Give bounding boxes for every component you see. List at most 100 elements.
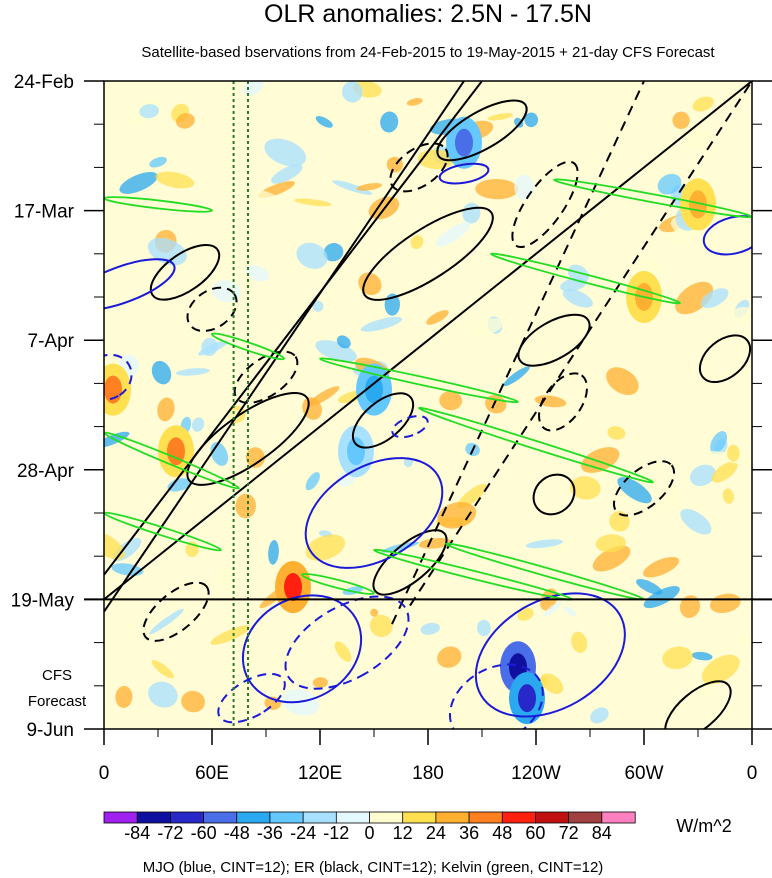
colorbar-swatch (103, 811, 138, 824)
texture-blob (406, 98, 423, 106)
colorbar-swatch (335, 811, 371, 824)
er-contour (389, 142, 449, 193)
contour-legend-note: MJO (blue, CINT=12); ER (black, CINT=12)… (143, 859, 604, 876)
texture-blob (119, 171, 158, 194)
x-tick-label: 120W (511, 763, 561, 784)
texture-blob (271, 164, 303, 184)
colorbar-tick-label: 36 (459, 823, 479, 843)
anomaly-core (284, 573, 302, 602)
texture-blob (487, 113, 514, 121)
y-tick-label: 19-May (11, 590, 75, 611)
texture-blob (418, 537, 452, 549)
texture-blob (563, 606, 577, 617)
texture-blob (312, 300, 324, 312)
texture-blob (643, 586, 680, 609)
texture-blob (590, 707, 609, 724)
er-contour (698, 334, 752, 384)
colorbar-tick-label: 84 (592, 823, 612, 843)
texture-blob (175, 368, 210, 376)
er-contour-line (104, 81, 465, 613)
mjo-contour (391, 415, 429, 439)
texture-blob (176, 113, 195, 129)
texture-blob (201, 337, 218, 357)
y-tick-label: 7-Apr (28, 331, 75, 352)
texture-blob (296, 242, 328, 269)
colorbar-tick-label: -36 (257, 823, 283, 843)
kelvin-contours (104, 178, 752, 601)
texture-blob (356, 183, 383, 191)
texture-blob (148, 681, 178, 708)
er-contour (233, 350, 299, 404)
er-contour (538, 372, 588, 432)
texture-blob (245, 447, 265, 468)
texture-blob (543, 601, 562, 616)
texture-blob (191, 417, 205, 432)
texture-blob (341, 81, 363, 103)
texture-blob (305, 472, 320, 491)
texture-blob (571, 631, 588, 653)
texture-blob (606, 367, 639, 395)
texture-blob (426, 310, 449, 325)
texture-blob (380, 111, 399, 133)
texture-blob (149, 608, 184, 635)
forecast-label: CFS Forecast (28, 667, 87, 710)
texture-blob (680, 508, 712, 535)
texture-blob (468, 318, 504, 337)
texture-blob (542, 538, 573, 562)
colorbar-swatch (435, 811, 470, 824)
er-contour (664, 680, 732, 729)
texture-blob (435, 221, 471, 247)
texture-blob (323, 243, 344, 262)
texture-blob (139, 104, 159, 119)
er-contour (372, 529, 448, 596)
texture-blob (517, 608, 534, 621)
texture-blob (155, 171, 195, 189)
colorbar-swatch (203, 811, 238, 824)
er-contour (532, 473, 576, 516)
texture-blob (701, 654, 740, 685)
colorbar-units-label: W/m^2 (676, 816, 731, 836)
colorbar-swatch (169, 811, 205, 824)
texture-blob (665, 309, 677, 326)
texture-blob (660, 490, 683, 509)
texture-blob (525, 539, 564, 549)
anomaly-core (104, 375, 122, 404)
texture-blob (617, 477, 652, 504)
texture-blob (334, 641, 352, 662)
mjo-contour (104, 258, 176, 312)
anomaly-core (365, 375, 383, 404)
texture-blob (336, 335, 351, 349)
colorbar-swatch (501, 811, 537, 824)
kelvin-contour (319, 357, 519, 404)
mjo-contour (438, 162, 490, 185)
texture-blob (360, 316, 403, 332)
er-contour (142, 581, 210, 642)
er-contour-line (391, 81, 645, 625)
texture-blob (315, 116, 333, 128)
texture-blob (151, 360, 172, 385)
texture-blob (672, 111, 690, 129)
er-contours (142, 99, 752, 729)
x-tick-label: 120E (298, 763, 342, 784)
texture-blob (264, 138, 307, 167)
mjo-contour (284, 595, 410, 690)
texture-blob (643, 556, 680, 578)
texture-blob (151, 660, 174, 679)
texture-blob (437, 502, 477, 529)
colorbar-swatch (468, 811, 503, 824)
er-contour-line (104, 81, 483, 576)
x-tick-label: 60E (195, 763, 229, 784)
colorbar-tick-label: -12 (323, 823, 349, 843)
texture-blob (692, 96, 714, 112)
colorbar-swatch (568, 811, 603, 824)
texture-blob (369, 614, 393, 638)
er-contour (511, 160, 579, 249)
y-tick-label: 9-Jun (26, 720, 74, 741)
er-contour (436, 99, 528, 162)
er-contour (149, 244, 221, 301)
texture-blob (294, 198, 332, 207)
y-tick-label: 24-Feb (14, 72, 74, 93)
texture-blob (689, 464, 716, 486)
texture-blob (710, 431, 728, 454)
texture-blob (149, 156, 167, 168)
